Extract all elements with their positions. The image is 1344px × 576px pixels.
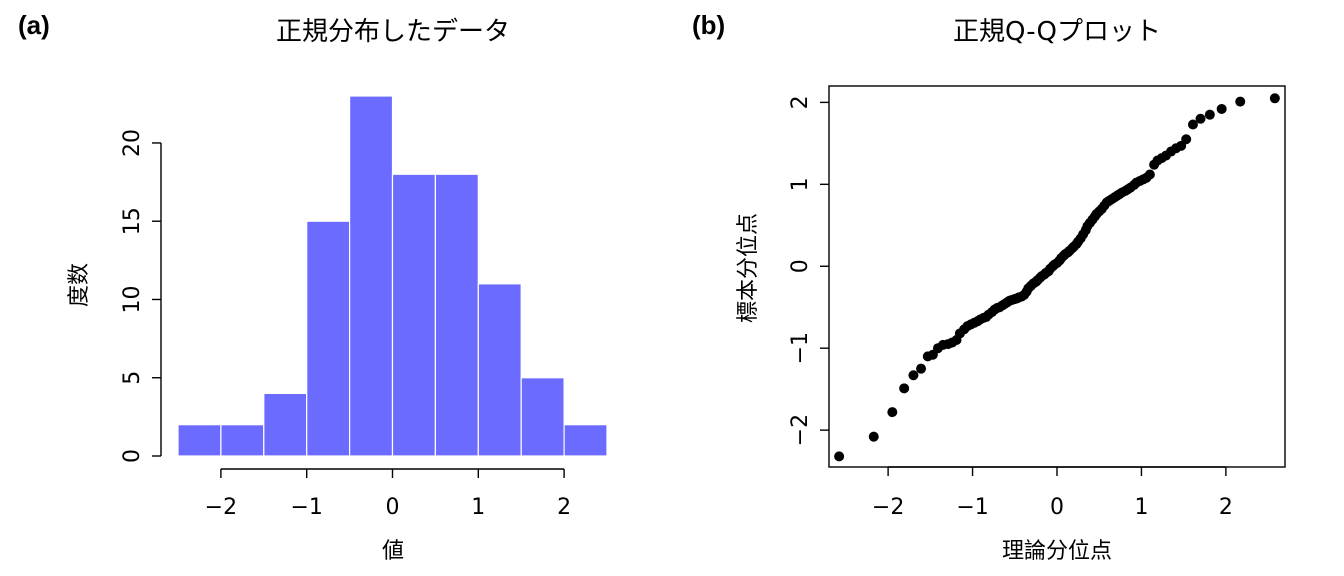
histogram-bar bbox=[349, 95, 394, 457]
histogram-bar bbox=[306, 220, 351, 457]
histogram-bar bbox=[263, 392, 308, 457]
qq-x-tick-label: 2 bbox=[1219, 495, 1233, 520]
histogram-x-tick-label: 1 bbox=[471, 495, 485, 520]
qq-x-label: 理論分位点 bbox=[1002, 539, 1112, 564]
qq-axes: −2 −1 0 1 2 −2 −1 0 1 2 bbox=[788, 95, 1233, 520]
qq-point bbox=[1269, 93, 1280, 104]
histogram-x-tick-label: 2 bbox=[557, 495, 571, 520]
histogram-x-label: 値 bbox=[382, 539, 404, 564]
qq-points bbox=[834, 93, 1280, 462]
qq-point bbox=[916, 363, 927, 374]
histogram-x-tick-label: 0 bbox=[386, 495, 400, 520]
qq-point bbox=[1204, 109, 1215, 120]
qq-y-label: 標本分位点 bbox=[736, 213, 761, 323]
qq-title: 正規Q-Qプロット bbox=[953, 17, 1161, 47]
histogram-y-tick-label: 5 bbox=[120, 371, 145, 385]
panel-a-label: (a) bbox=[18, 10, 50, 40]
qq-x-tick-label: 1 bbox=[1134, 495, 1148, 520]
histogram-bars bbox=[177, 95, 608, 457]
qq-point bbox=[1187, 119, 1198, 130]
histogram-bar bbox=[520, 377, 565, 457]
qq-point bbox=[1144, 169, 1155, 180]
qq-y-tick-label: −2 bbox=[788, 414, 813, 446]
histogram-bar bbox=[220, 424, 265, 457]
histogram-bar bbox=[477, 283, 522, 457]
histogram-y-label: 度数 bbox=[67, 263, 92, 307]
histogram-bar bbox=[434, 173, 479, 457]
histogram-bar bbox=[563, 424, 608, 457]
qq-x-tick-label: 0 bbox=[1050, 495, 1064, 520]
histogram-y-tick-label: 20 bbox=[120, 129, 145, 157]
histogram-x-tick-label: −2 bbox=[205, 495, 237, 520]
qq-y-tick-label: 0 bbox=[788, 259, 813, 273]
histogram-y-tick-label: 15 bbox=[120, 207, 145, 235]
qq-x-tick-label: −1 bbox=[956, 495, 988, 520]
qq-point bbox=[899, 383, 910, 394]
qq-y-tick-label: −1 bbox=[788, 332, 813, 364]
qq-y-tick-label: 2 bbox=[788, 95, 813, 109]
qq-point bbox=[908, 370, 919, 381]
qq-point bbox=[1216, 103, 1227, 114]
qq-point bbox=[1181, 134, 1192, 145]
panel-b-label: (b) bbox=[692, 10, 725, 40]
qq-point bbox=[1195, 113, 1206, 124]
histogram-bar bbox=[391, 173, 437, 457]
histogram-y-tick-label: 10 bbox=[120, 285, 145, 313]
qq-point bbox=[868, 431, 879, 442]
qq-point bbox=[887, 407, 898, 418]
qq-point bbox=[1235, 96, 1246, 107]
histogram-bar bbox=[177, 424, 222, 457]
histogram-title: 正規分布したデータ bbox=[276, 17, 510, 47]
histogram-y-tick-label: 0 bbox=[120, 449, 145, 463]
qq-plot-frame bbox=[828, 85, 1286, 468]
histogram-x-tick-label: −1 bbox=[290, 495, 322, 520]
qq-y-tick-label: 1 bbox=[788, 177, 813, 191]
qq-x-tick-label: −2 bbox=[872, 495, 904, 520]
qq-point bbox=[834, 451, 845, 462]
